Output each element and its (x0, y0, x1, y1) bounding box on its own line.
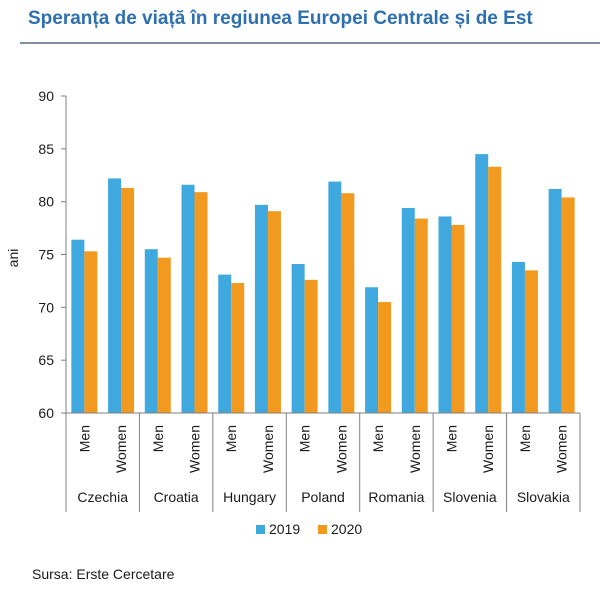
legend-label-2020: 2020 (331, 521, 362, 537)
bar-2020-slovenia-men (451, 224, 465, 413)
y-tick-label: 65 (38, 352, 54, 368)
x-group-label: Slovakia (517, 489, 570, 505)
y-tick-label: 85 (38, 141, 54, 157)
x-sub-label: Women (333, 425, 349, 473)
y-tick-label: 80 (38, 194, 54, 210)
bar-2019-czechia-women (108, 178, 122, 413)
x-group-label: Romania (368, 489, 424, 505)
bar-2019-slovenia-women (475, 154, 489, 413)
bar-2019-poland-men (291, 264, 305, 413)
bar-2019-czechia-men (71, 239, 85, 413)
bar-2019-hungary-men (218, 274, 232, 413)
bar-2020-slovakia-men (524, 270, 538, 413)
x-group-label: Croatia (154, 489, 199, 505)
bar-2019-slovakia-women (548, 188, 562, 413)
bar-2020-czechia-women (121, 187, 135, 413)
bar-2020-czechia-men (84, 251, 98, 413)
x-sub-label: Women (113, 425, 129, 473)
x-sub-label: Men (76, 425, 92, 452)
x-sub-label: Women (407, 425, 423, 473)
x-sub-label: Men (370, 425, 386, 452)
y-tick-label: 90 (38, 88, 54, 104)
legend-label-2019: 2019 (269, 521, 300, 537)
x-group-label: Czechia (77, 489, 128, 505)
bar-2020-poland-men (304, 279, 318, 413)
legend-swatch-2019 (256, 525, 265, 534)
bar-2020-croatia-women (194, 192, 208, 413)
x-sub-label: Women (480, 425, 496, 473)
legend-swatch-2020 (318, 525, 327, 534)
x-sub-label: Men (223, 425, 239, 452)
x-sub-label: Women (260, 425, 276, 473)
x-sub-label: Men (444, 425, 460, 452)
bar-2020-croatia-men (157, 257, 171, 413)
source-note: Sursa: Erste Cercetare (32, 566, 175, 582)
bar-2019-croatia-men (144, 249, 158, 413)
legend: 2019 2020 (256, 521, 362, 537)
bar-2019-romania-men (365, 287, 379, 413)
bar-2020-romania-men (378, 302, 392, 413)
bar-2020-slovakia-women (561, 197, 575, 413)
x-sub-label: Men (297, 425, 313, 452)
bar-2019-romania-women (401, 208, 415, 413)
x-sub-label: Men (517, 425, 533, 452)
x-axis: Men Women Men Women Men Women Men Women Men Women… (65, 412, 581, 512)
y-axis: 60 65 70 75 80 85 90 (38, 88, 67, 421)
bar-2020-hungary-women (267, 211, 281, 413)
bar-2020-hungary-men (231, 283, 245, 413)
bar-2019-hungary-women (254, 204, 268, 413)
bar-2019-poland-women (328, 181, 342, 413)
bar-2019-slovenia-men (438, 216, 452, 413)
x-sub-label: Men (150, 425, 166, 452)
y-tick-label: 60 (38, 405, 54, 421)
x-group-label: Poland (301, 489, 345, 505)
x-sub-label: Women (187, 425, 203, 473)
chart-title: Speranța de viață în regiunea Europei Ce… (28, 8, 533, 29)
y-tick-label: 75 (38, 247, 54, 263)
y-tick-label: 70 (38, 299, 54, 315)
title-divider (20, 42, 600, 44)
x-sub-label: Women (554, 425, 570, 473)
x-group-label: Hungary (223, 489, 276, 505)
y-axis-label: ani (5, 249, 21, 268)
bar-2019-croatia-women (181, 184, 195, 413)
bar-2020-romania-women (414, 218, 428, 413)
bar-2020-slovenia-women (488, 166, 502, 413)
bar-2019-slovakia-men (511, 261, 525, 413)
x-group-label: Slovenia (443, 489, 497, 505)
bar-2020-poland-women (341, 193, 355, 413)
bars (71, 154, 575, 413)
